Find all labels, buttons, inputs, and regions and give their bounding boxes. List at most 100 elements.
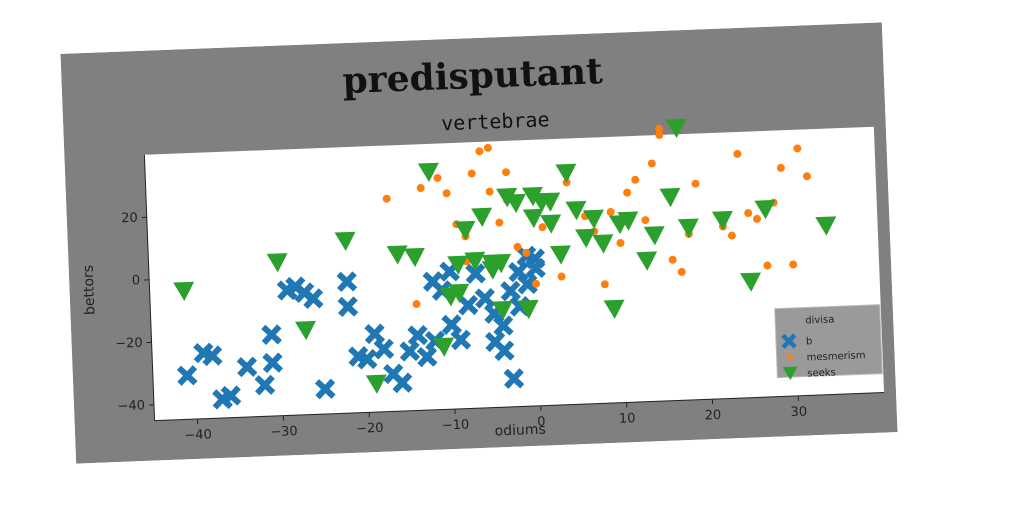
- point-b-13-stroke: [314, 378, 336, 400]
- x-axis-line: [154, 392, 885, 422]
- chart-subtitle: vertebrae: [441, 107, 550, 135]
- point-b-2-stroke: [201, 345, 223, 367]
- point-seeks-14: [471, 207, 493, 227]
- point-b-0: [176, 365, 198, 386]
- y-axis-label: bettors: [81, 265, 99, 316]
- point-b-2: [201, 345, 223, 367]
- point-b-15: [336, 271, 358, 293]
- x-tick-label-10: 10: [619, 411, 636, 427]
- point-mesmerism-44: [776, 163, 785, 172]
- point-seeks-26: [539, 192, 561, 212]
- point-seeks-37: [643, 226, 665, 246]
- point-seeks-12: [454, 220, 476, 241]
- point-seeks-38: [659, 187, 681, 208]
- legend-label-seeks: seeks: [807, 367, 836, 379]
- point-mesmerism-17: [532, 279, 541, 288]
- point-mesmerism-45: [789, 260, 798, 269]
- point-b-18: [364, 323, 386, 345]
- point-seeks-0: [173, 281, 195, 302]
- point-mesmerism-39: [733, 149, 742, 158]
- point-b-8-stroke: [261, 324, 282, 346]
- y-tick-label--20: −20: [115, 336, 143, 352]
- point-seeks-43: [754, 199, 776, 220]
- point-b-29: [441, 314, 463, 335]
- legend-marker-b: [781, 333, 797, 349]
- point-mesmerism-33: [668, 255, 677, 264]
- point-b-4-stroke: [220, 385, 242, 407]
- point-seeks-18: [491, 300, 513, 321]
- point-seeks-5: [386, 245, 408, 265]
- point-seeks-39: [665, 118, 687, 139]
- point-seeks-10: [447, 255, 469, 275]
- point-b-13: [314, 378, 336, 400]
- legend-entries: b mesmerism seeks: [781, 333, 866, 381]
- point-mesmerism-47: [802, 172, 811, 181]
- point-b-33: [474, 287, 496, 309]
- legend-marker-seeks: [782, 366, 798, 381]
- point-seeks-22: [521, 186, 543, 207]
- point-mesmerism-3: [433, 173, 442, 182]
- point-seeks-40: [677, 218, 699, 238]
- point-seeks-28: [555, 163, 577, 183]
- point-seeks-23: [522, 208, 544, 229]
- point-b-23-stroke: [407, 324, 429, 346]
- point-mesmerism-24: [600, 280, 609, 289]
- point-seeks-20: [504, 193, 526, 214]
- point-seeks-36: [636, 251, 658, 271]
- point-mesmerism-28: [631, 175, 640, 184]
- point-b-4: [220, 385, 242, 407]
- point-b-17: [356, 348, 378, 370]
- x-tick-label-0: 0: [537, 415, 546, 430]
- point-b-22: [399, 340, 421, 362]
- legend-marker-mesmerism: [786, 354, 793, 361]
- point-mesmerism-4: [442, 189, 451, 198]
- point-b-37-stroke: [493, 340, 515, 362]
- point-mesmerism-9: [475, 147, 484, 156]
- point-mesmerism-42: [763, 261, 772, 270]
- point-mesmerism-27: [623, 188, 632, 197]
- point-b-37: [493, 340, 515, 362]
- point-seeks-30: [575, 228, 597, 249]
- point-b-14: [337, 296, 359, 318]
- x-tick-label-30: 30: [790, 405, 807, 421]
- point-b-24: [416, 346, 438, 368]
- point-seeks-19: [496, 187, 518, 208]
- point-b-31: [457, 294, 479, 316]
- point-b-21-stroke: [392, 372, 413, 394]
- point-mesmerism-40: [744, 209, 753, 218]
- point-b-12: [302, 288, 324, 309]
- point-b-38-stroke: [503, 368, 525, 389]
- point-seeks-13: [464, 251, 486, 272]
- point-b-32-stroke: [465, 263, 486, 284]
- point-b-29-stroke: [441, 314, 463, 335]
- point-seeks-41: [711, 210, 733, 231]
- point-seeks-1: [266, 253, 288, 273]
- point-b-30-stroke: [450, 329, 472, 351]
- legend-marker-b-stroke: [781, 333, 797, 349]
- point-seeks-27: [549, 245, 571, 265]
- point-b-15-stroke: [336, 271, 358, 293]
- point-seeks-8: [433, 337, 455, 357]
- point-b-24-stroke: [416, 346, 438, 368]
- point-b-21: [392, 372, 413, 394]
- y-tick-label-20: 20: [121, 211, 138, 227]
- point-mesmerism-36: [691, 179, 700, 188]
- point-mesmerism-13: [502, 168, 511, 177]
- point-b-7: [262, 352, 284, 374]
- point-seeks-29: [565, 200, 587, 221]
- x-tick-label--40: −40: [184, 427, 212, 443]
- point-b-22-stroke: [399, 340, 421, 362]
- point-mesmerism-38: [727, 231, 736, 240]
- y-axis-line: [143, 154, 156, 421]
- point-b-36-stroke: [492, 315, 514, 337]
- point-seeks-33: [603, 299, 625, 319]
- x-ticks: −40 −30 −20 −10 0 10 20 30: [184, 395, 807, 443]
- legend-label-b: b: [806, 336, 813, 347]
- legend-title: divisa: [805, 314, 835, 326]
- point-seeks-7: [417, 162, 439, 183]
- point-seeks-11: [448, 283, 470, 303]
- point-b-6: [254, 374, 276, 396]
- point-mesmerism-31: [655, 130, 664, 139]
- point-seeks-3: [334, 231, 356, 251]
